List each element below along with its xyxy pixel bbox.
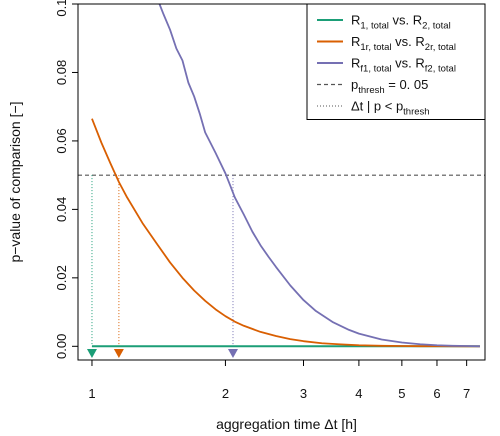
y-tick-label-4: 0.08 <box>54 60 69 85</box>
crossing-marker-rf1 <box>227 349 238 358</box>
x-tick-label-6: 7 <box>463 386 470 401</box>
x-tick-label-5: 6 <box>433 386 440 401</box>
legend-label-rf1: Rf1, total vs. Rf2, total <box>351 56 456 75</box>
crossing-marker-r1r <box>113 349 124 358</box>
legend-label-dt: Δt | p < pthresh <box>351 99 430 118</box>
plot-frame <box>77 3 486 361</box>
series-group <box>91 4 480 348</box>
legend-box <box>306 3 486 120</box>
y-axis-title: p−value of comparison [−] <box>7 101 23 262</box>
y-tick-label-0: 0.00 <box>54 334 69 359</box>
x-tick-label-0: 1 <box>88 386 95 401</box>
y-tick-label-5: 0.10 <box>54 0 69 17</box>
x-axis-title: aggregation time Δt [h] <box>216 416 357 432</box>
x-tick-label-3: 4 <box>355 386 362 401</box>
y-tick-label-1: 0.02 <box>54 265 69 290</box>
series-line-rf1 <box>158 4 480 348</box>
legend-label-r1: R1, total vs. R2, total <box>351 13 451 32</box>
x-tick-label-2: 3 <box>300 386 307 401</box>
legend: R1, total vs. R2, total R1r, total vs. R2… <box>306 3 486 120</box>
legend-label-r1r: R1r, total vs. R2r, total <box>351 34 456 53</box>
series-line-r1r <box>91 118 480 348</box>
x-tick-label-1: 2 <box>222 386 229 401</box>
y-tick-label-3: 0.06 <box>54 128 69 153</box>
legend-label-thresh: pthresh = 0. 05 <box>351 77 428 96</box>
y-tick-label-2: 0.04 <box>54 197 69 222</box>
crossing-marker-r1 <box>86 349 97 358</box>
x-tick-label-4: 5 <box>398 386 405 401</box>
